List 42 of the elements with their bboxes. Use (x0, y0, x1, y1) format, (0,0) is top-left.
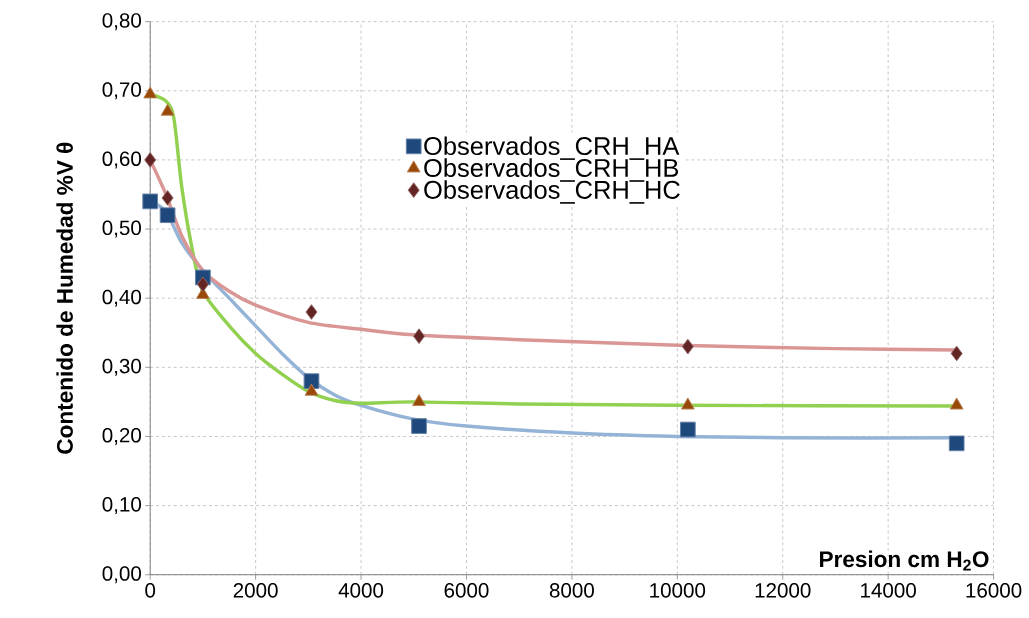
y-tick-label: 0,60 (102, 151, 142, 169)
x-tick-label: 14000 (861, 583, 916, 598)
point (413, 328, 426, 345)
y-tick-label: 0,70 (102, 82, 142, 100)
point (412, 394, 426, 407)
point (159, 207, 176, 224)
point (411, 418, 427, 434)
point (303, 373, 320, 389)
point (949, 397, 964, 410)
legend-label: Observados_CRH_HB (424, 158, 679, 182)
point (144, 152, 157, 168)
legend-label: Observados_CRH_HC (424, 180, 680, 204)
point (680, 397, 695, 410)
point (196, 276, 209, 293)
x-tick-label: 8000 (549, 583, 594, 598)
x-tick-label: 0 (145, 583, 156, 598)
y-axis-title: Contenido de Humedad %V θ (56, 142, 73, 454)
point (304, 383, 319, 396)
x-axis-title: Presion cm H$_{2}$O (820, 550, 989, 571)
point (680, 421, 696, 438)
x-tick-label: 4000 (338, 583, 384, 598)
point (305, 304, 318, 320)
y-tick-label: 0,80 (102, 13, 142, 31)
point (142, 193, 159, 210)
x-tick-label: 10000 (650, 583, 706, 598)
x-tick-label: 16000 (966, 583, 1022, 598)
y-tick-label: 0,20 (102, 427, 142, 445)
y-tick-label: 0,00 (102, 566, 142, 584)
point (161, 190, 174, 206)
point (950, 345, 963, 362)
y-tick-label: 0,10 (102, 497, 142, 515)
x-tick-label: 6000 (444, 583, 489, 598)
y-tick-label: 0,50 (102, 220, 142, 238)
y-tick-label: 0,30 (102, 358, 142, 376)
legend-label: Observados_CRH_HA (424, 136, 680, 160)
point (948, 435, 965, 452)
x-tick-label: 2000 (233, 583, 278, 598)
y-tick-label: 0,40 (102, 289, 142, 307)
point (160, 103, 175, 116)
point (143, 86, 158, 99)
point (681, 338, 694, 355)
x-tick-label: 12000 (755, 583, 811, 598)
